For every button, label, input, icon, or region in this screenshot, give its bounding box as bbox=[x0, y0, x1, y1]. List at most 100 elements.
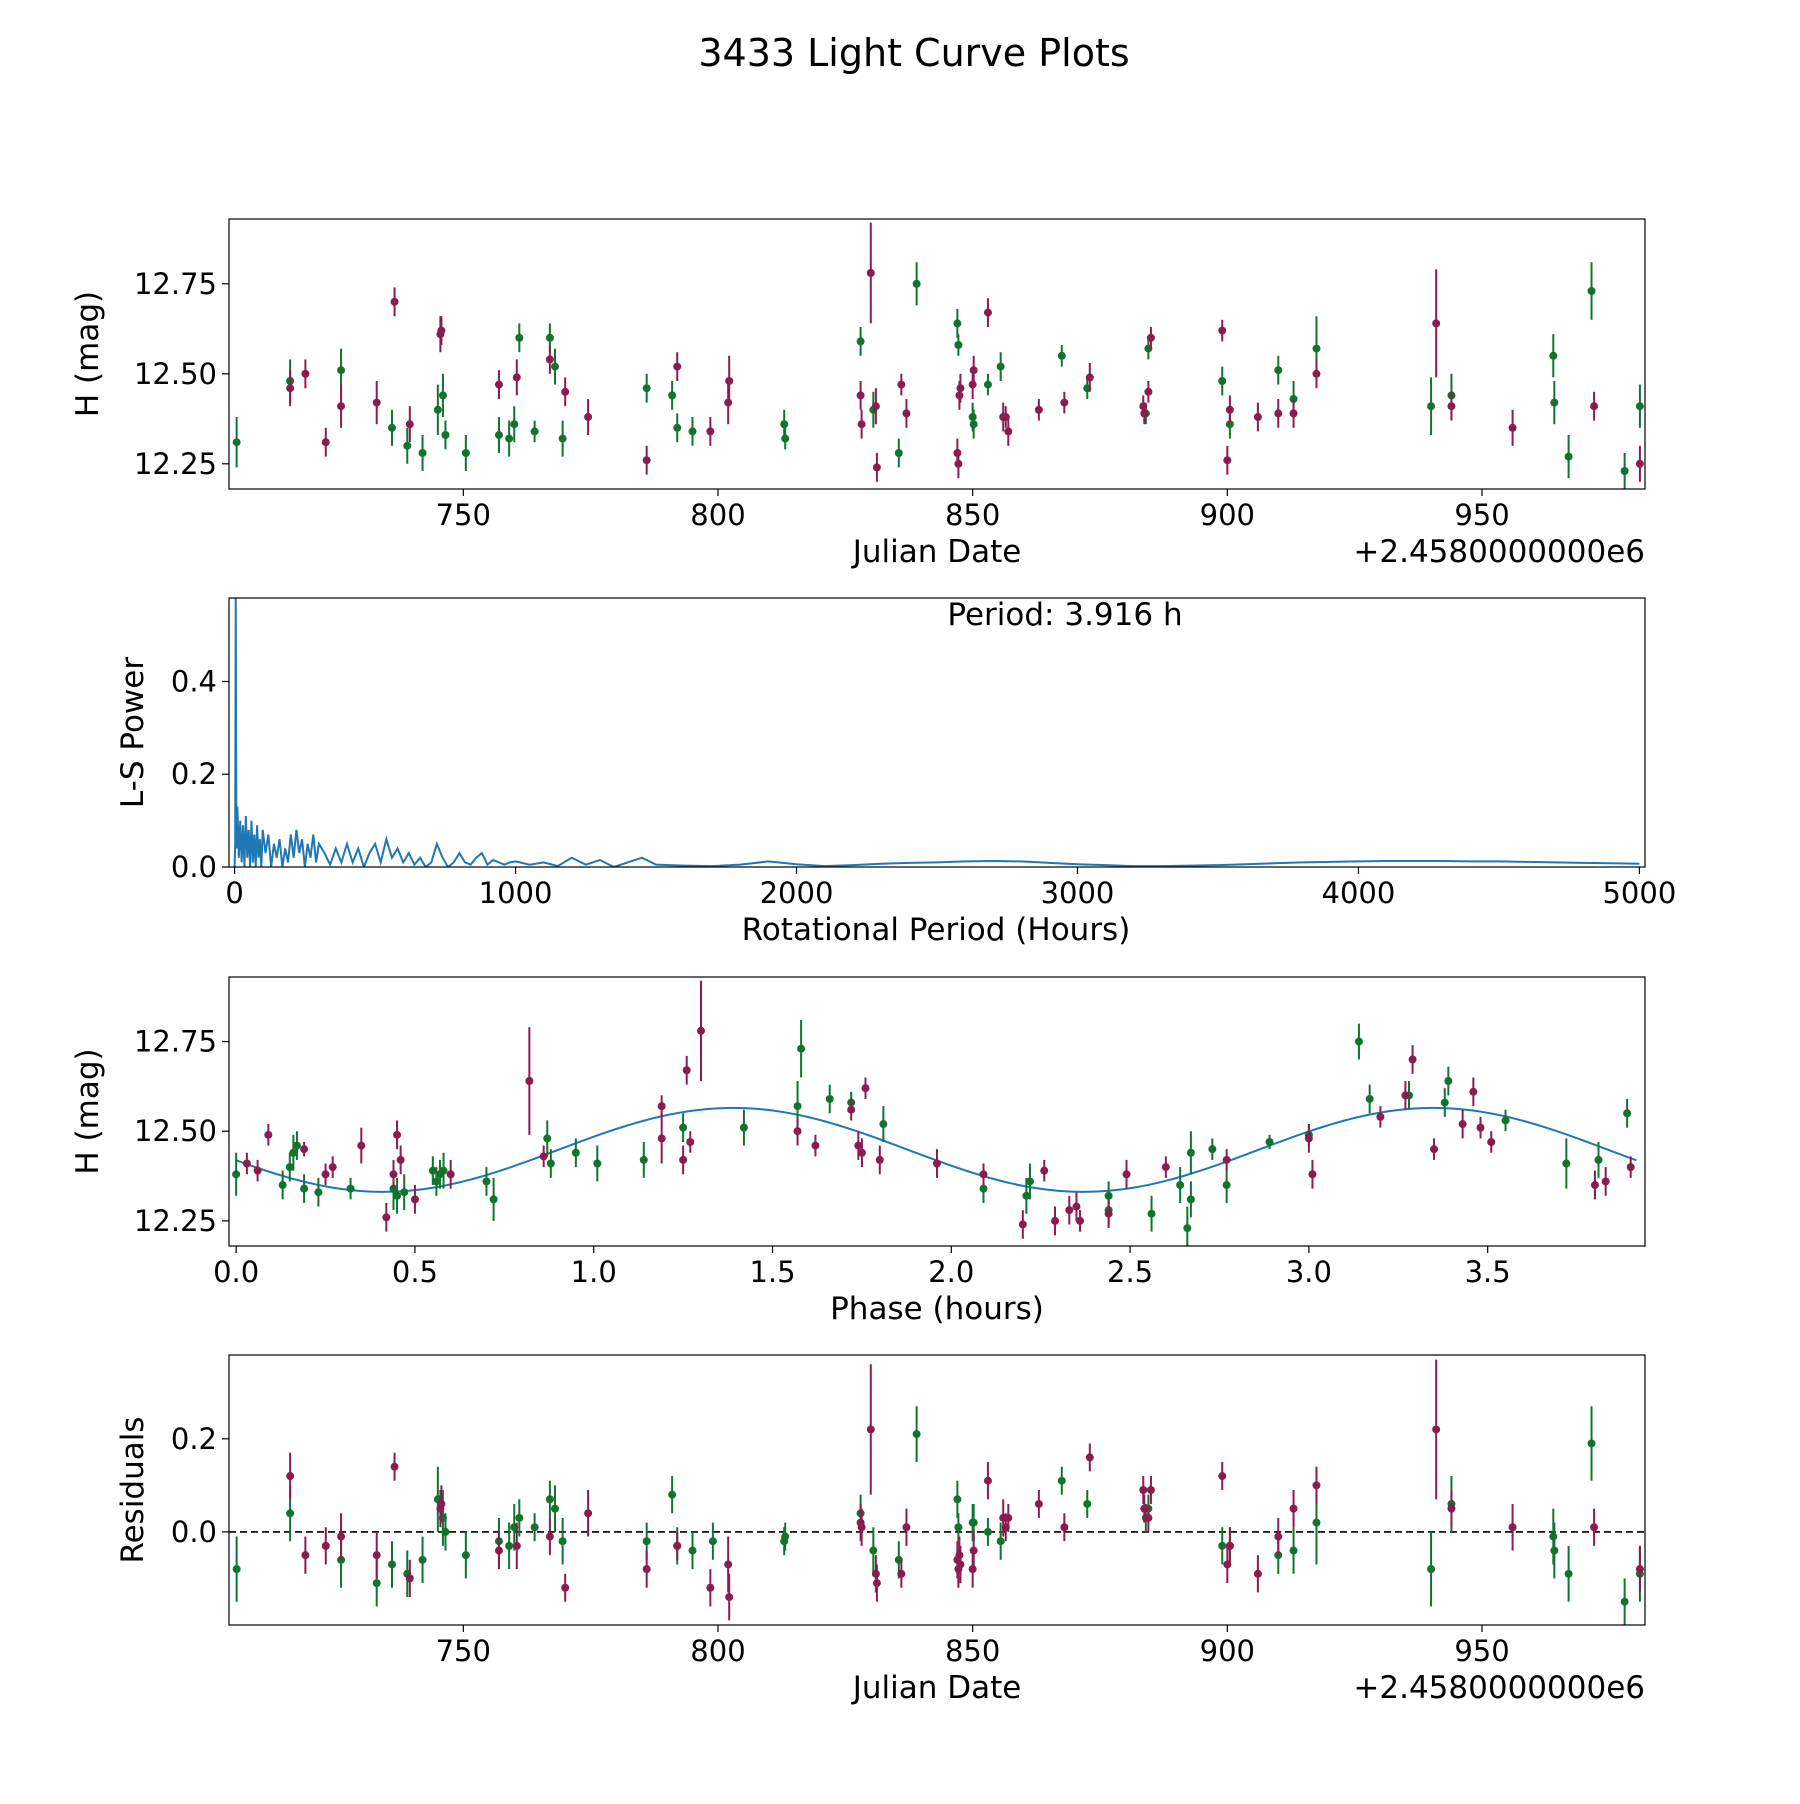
data-point-series_b bbox=[1376, 1106, 1385, 1128]
data-marker bbox=[461, 1551, 470, 1560]
data-marker bbox=[357, 1141, 366, 1150]
data-point-series_a bbox=[969, 409, 978, 439]
data-marker bbox=[1140, 409, 1149, 418]
data-point-series_a bbox=[879, 1106, 888, 1142]
y-tick-label: 0.0 bbox=[171, 850, 217, 884]
data-point-series_b bbox=[1304, 1124, 1313, 1153]
data-point-series_a bbox=[1623, 1098, 1632, 1128]
data-point-series_a bbox=[1083, 1490, 1092, 1518]
x-tick-label: 2000 bbox=[760, 876, 834, 910]
data-point-series_b bbox=[372, 1531, 381, 1579]
data-marker bbox=[983, 1527, 992, 1536]
data-point-series_b bbox=[793, 1116, 802, 1146]
data-point-series_a bbox=[1587, 1406, 1596, 1481]
data-point-series_b bbox=[1408, 1045, 1417, 1074]
data-point-series_b bbox=[410, 1185, 419, 1214]
data-marker bbox=[337, 402, 346, 411]
data-point-series_b bbox=[437, 316, 446, 345]
data-marker bbox=[372, 1551, 381, 1560]
data-marker bbox=[1469, 1087, 1478, 1096]
x-tick-label: 950 bbox=[1454, 498, 1509, 532]
data-point-series_b bbox=[1225, 395, 1234, 425]
light-curve-panel: 750 800 850 900 950 12.25 12.50 12.75 Julian Dat… bbox=[70, 218, 1646, 570]
data-point-series_b bbox=[584, 1490, 593, 1537]
data-marker bbox=[512, 373, 521, 382]
data-marker bbox=[232, 1170, 241, 1179]
data-point-series_b bbox=[1218, 319, 1227, 342]
data-marker bbox=[869, 1546, 878, 1555]
data-marker bbox=[673, 1541, 682, 1550]
data-point-series_b bbox=[682, 1055, 691, 1085]
data-point-series_b bbox=[1225, 1527, 1234, 1565]
data-point-series_a bbox=[530, 420, 539, 443]
data-marker bbox=[1147, 1209, 1156, 1218]
data-marker bbox=[969, 366, 978, 375]
data-marker bbox=[1065, 1206, 1074, 1215]
data-point-series_b bbox=[539, 1145, 548, 1168]
data-marker bbox=[539, 1152, 548, 1161]
data-point-series_b bbox=[657, 1113, 666, 1164]
data-point-series_a bbox=[387, 1541, 396, 1588]
data-point-series_a bbox=[441, 420, 450, 450]
data-marker bbox=[1626, 1163, 1635, 1172]
data-marker bbox=[232, 438, 241, 447]
x-tick-label: 1.5 bbox=[749, 1255, 795, 1289]
data-point-series_a bbox=[432, 1167, 441, 1196]
x-tick-label: 0.5 bbox=[392, 1255, 438, 1289]
period-annotation: Period: 3.916 h bbox=[947, 597, 1182, 633]
data-point-series_b bbox=[1218, 1462, 1227, 1490]
data-point-series_a bbox=[996, 352, 1005, 381]
data-marker bbox=[1501, 1116, 1510, 1125]
data-point-series_a bbox=[494, 417, 503, 453]
data-point-series_b bbox=[679, 1145, 688, 1175]
data-marker bbox=[902, 1523, 911, 1532]
data-point-series_a bbox=[418, 435, 427, 471]
data-marker bbox=[856, 337, 865, 346]
data-marker bbox=[1186, 1148, 1195, 1157]
data-marker bbox=[1274, 409, 1283, 418]
data-point-series_a bbox=[1147, 1195, 1156, 1232]
data-marker bbox=[969, 1518, 978, 1527]
data-point-series_a bbox=[461, 435, 470, 471]
data-marker bbox=[725, 1593, 734, 1602]
data-point-series_b bbox=[337, 384, 346, 428]
data-point-series_b bbox=[642, 445, 651, 475]
data-marker bbox=[1312, 1518, 1321, 1527]
periodogram-frame bbox=[228, 597, 1646, 868]
data-marker bbox=[1312, 1481, 1321, 1490]
x-axis-label: Julian Date bbox=[851, 534, 1022, 570]
data-point-series_a bbox=[1427, 377, 1436, 435]
data-point-series_b bbox=[525, 1027, 534, 1135]
figure-title: 3433 Light Curve Plots bbox=[698, 31, 1129, 75]
data-point-series_a bbox=[346, 1177, 355, 1200]
data-marker bbox=[1549, 351, 1558, 360]
data-point-series_a bbox=[673, 413, 682, 443]
data-marker bbox=[387, 423, 396, 432]
data-marker bbox=[1139, 1486, 1148, 1494]
data-marker bbox=[372, 1579, 381, 1588]
data-point-series_b bbox=[512, 359, 521, 396]
data-point-series_b bbox=[561, 1573, 570, 1602]
data-marker bbox=[780, 420, 789, 429]
data-marker bbox=[515, 333, 524, 342]
data-marker bbox=[1060, 398, 1069, 407]
data-marker bbox=[1562, 1159, 1571, 1168]
data-marker bbox=[1594, 1155, 1603, 1164]
data-marker bbox=[253, 1166, 262, 1175]
data-point-series_a bbox=[482, 1167, 491, 1196]
data-marker bbox=[1223, 456, 1232, 465]
data-point-series_b bbox=[286, 370, 295, 407]
data-point-series_b bbox=[1432, 1359, 1441, 1500]
data-marker bbox=[530, 1523, 539, 1532]
data-marker bbox=[1034, 1499, 1043, 1508]
data-marker bbox=[825, 1094, 834, 1103]
data-point-series_b bbox=[1060, 391, 1069, 414]
data-point-series_a bbox=[558, 1517, 567, 1565]
data-marker bbox=[1183, 1224, 1192, 1233]
data-point-series_a bbox=[894, 438, 903, 468]
data-marker bbox=[1122, 1170, 1131, 1179]
data-marker bbox=[300, 1184, 309, 1193]
x-tick-label: 750 bbox=[436, 498, 491, 532]
data-marker bbox=[996, 1537, 1005, 1546]
data-marker bbox=[912, 1430, 921, 1439]
